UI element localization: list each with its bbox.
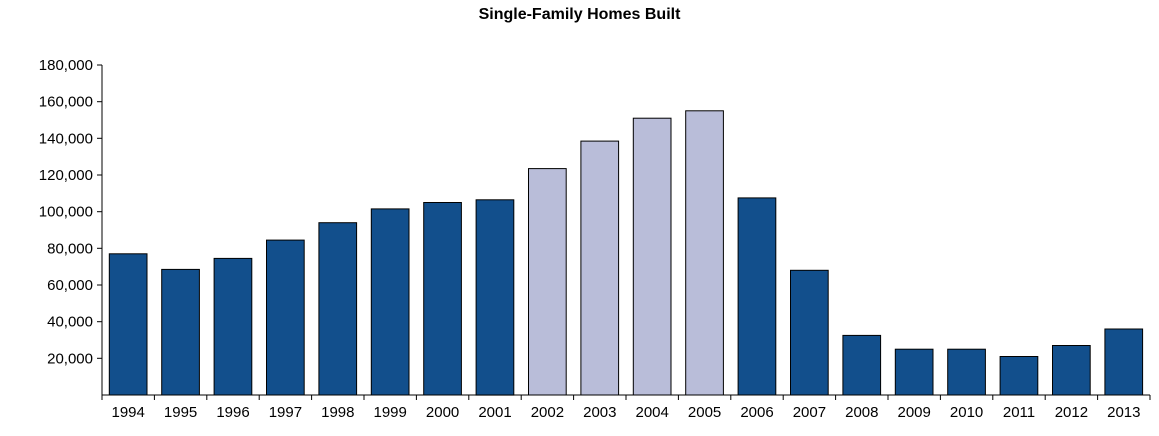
bar-2001 (475, 199, 515, 396)
x-tick-label-1999: 1999 (374, 404, 407, 421)
chart-title: Single-Family Homes Built (478, 6, 681, 23)
bar-2004 (632, 117, 672, 396)
bar-1998 (318, 222, 358, 396)
x-tick-label-2005: 2005 (688, 404, 721, 421)
y-tick-label-60000: 60,000 (47, 277, 93, 294)
x-tick-label-2011: 2011 (1003, 404, 1035, 421)
x-tick-label-2002: 2002 (531, 404, 564, 421)
x-tick-label-2009: 2009 (898, 404, 931, 421)
bar-1996 (213, 257, 253, 396)
bar-2007 (790, 269, 829, 396)
y-tick-label-120000: 120,000 (39, 167, 93, 184)
x-tick-label-2007: 2007 (793, 404, 826, 421)
x-tick-label-1994: 1994 (112, 404, 145, 421)
y-tick-label-140000: 140,000 (39, 130, 93, 147)
y-tick-label-100000: 100,000 (39, 204, 93, 221)
x-tick-label-2004: 2004 (636, 404, 669, 421)
x-tick-label-2000: 2000 (426, 404, 459, 421)
x-tick-label-2006: 2006 (740, 404, 773, 421)
y-tick-label-180000: 180,000 (39, 57, 93, 74)
x-tick-label-2001: 2001 (478, 404, 511, 421)
bar-2000 (423, 202, 462, 396)
bar-1997 (266, 239, 305, 396)
bar-1994 (108, 253, 148, 396)
x-tick-label-2008: 2008 (845, 404, 878, 421)
bar-2013 (1104, 328, 1144, 396)
bar-2006 (737, 197, 777, 396)
y-tick-label-40000: 40,000 (47, 314, 93, 331)
bar-2003 (580, 140, 620, 396)
y-tick-label-20000: 20,000 (47, 350, 93, 367)
x-tick-label-2012: 2012 (1055, 404, 1088, 421)
y-tick-label-160000: 160,000 (39, 94, 93, 111)
bar-2009 (894, 348, 934, 396)
x-tick-label-2003: 2003 (583, 404, 616, 421)
x-tick-label-2010: 2010 (950, 404, 983, 421)
bar-1995 (161, 268, 200, 396)
x-tick-label-1998: 1998 (321, 404, 354, 421)
bar-2011 (999, 356, 1039, 396)
x-tick-label-2013: 2013 (1107, 404, 1140, 421)
x-tick-label-1996: 1996 (216, 404, 249, 421)
bar-2008 (842, 334, 882, 396)
bar-1999 (370, 208, 410, 396)
y-tick-label-80000: 80,000 (47, 240, 93, 257)
x-tick-label-1997: 1997 (269, 404, 302, 421)
x-tick-label-1995: 1995 (164, 404, 197, 421)
bar-2010 (947, 348, 986, 396)
bar-2002 (528, 168, 567, 396)
bar-2005 (685, 110, 724, 396)
bar-2012 (1052, 345, 1091, 396)
